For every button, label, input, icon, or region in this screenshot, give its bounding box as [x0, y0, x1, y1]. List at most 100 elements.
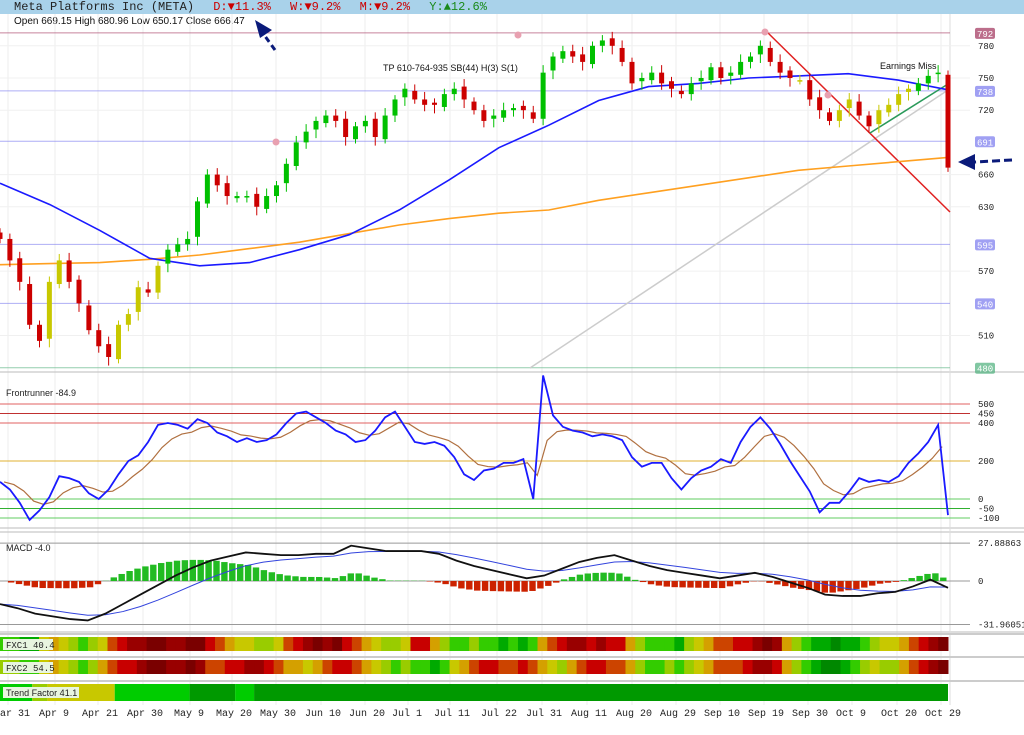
- fxc2-cell: [146, 660, 157, 674]
- level-label: 595: [977, 241, 993, 251]
- fxc2-cell: [928, 660, 939, 674]
- macd-histogram-bar: [829, 581, 836, 593]
- candle: [945, 70, 951, 172]
- fxc1-cell: [361, 637, 372, 651]
- fxc1-label: FXC1 40.4: [6, 641, 55, 651]
- candle-body: [629, 61, 635, 84]
- price-tick-label: 780: [978, 42, 994, 52]
- candle: [896, 86, 902, 112]
- frontrunner-tick: 0: [978, 495, 983, 505]
- macd-histogram-bar: [553, 581, 560, 583]
- level-label: 480: [977, 365, 993, 375]
- fxc2-cell: [293, 660, 304, 674]
- fxc1-cell: [889, 637, 900, 651]
- macd-histogram-bar: [284, 575, 291, 581]
- candle: [343, 111, 349, 146]
- fxc2-cell: [850, 660, 861, 674]
- candle: [244, 190, 250, 203]
- fxc2-cell: [420, 660, 431, 674]
- candle-body: [728, 72, 734, 76]
- candle: [550, 52, 556, 80]
- x-tick-label: Aug 11: [571, 709, 607, 720]
- candle-body: [106, 344, 112, 357]
- macd-histogram-bar: [932, 573, 939, 581]
- trend-factor-segment: [235, 684, 255, 701]
- candle-body: [767, 47, 773, 62]
- candle: [56, 253, 62, 289]
- fxc1-cell: [302, 637, 314, 651]
- candle-body: [7, 238, 13, 261]
- candle-body: [807, 80, 813, 100]
- candle: [639, 72, 645, 90]
- trend-factor-segment: [114, 684, 190, 701]
- frontrunner-tick: 500: [978, 400, 994, 410]
- candle: [738, 54, 744, 80]
- fxc2-cell: [273, 660, 284, 674]
- frontrunner-tick: 200: [978, 457, 994, 467]
- macd-histogram-bar: [355, 573, 362, 581]
- candle: [609, 31, 615, 55]
- fxc2-cell: [390, 660, 402, 674]
- candle: [27, 276, 33, 330]
- candle-body: [86, 305, 92, 331]
- fxc1-cell: [742, 637, 754, 651]
- ohlc-readout: Open 669.15 High 680.96 Low 650.17 Close…: [14, 16, 245, 27]
- candle: [106, 336, 112, 366]
- fxc2-cell: [224, 660, 236, 674]
- candle: [698, 70, 704, 90]
- candle-body: [599, 40, 605, 46]
- fxc2-cell: [723, 660, 734, 674]
- fxc1-label-bg: [3, 639, 53, 650]
- candle-body: [333, 115, 339, 121]
- candle: [629, 57, 635, 90]
- macd-histogram-bar: [71, 581, 78, 589]
- candle: [165, 244, 171, 273]
- fxc2-cell: [781, 660, 793, 674]
- candle: [649, 66, 655, 85]
- macd-histogram-bar: [300, 576, 307, 581]
- fxc2-cell: [58, 660, 69, 674]
- fxc1-cell: [273, 637, 284, 651]
- macd-histogram-bar: [632, 579, 639, 581]
- fxc2-cell: [713, 660, 724, 674]
- candle: [935, 65, 941, 83]
- fxc1-cell: [615, 637, 626, 651]
- macd-histogram-bar: [118, 573, 125, 581]
- fxc1-cell: [439, 637, 451, 651]
- frontrunner-tick: -100: [978, 514, 1000, 524]
- macd-histogram-bar: [655, 581, 663, 586]
- candle-body: [718, 67, 724, 78]
- trend-factor-label: Trend Factor 41.1: [6, 688, 77, 698]
- candle: [313, 116, 319, 139]
- fxc2-cell: [830, 660, 841, 674]
- macd-histogram-bar: [481, 581, 489, 591]
- candle-body: [896, 94, 902, 105]
- candle-body: [669, 81, 674, 89]
- candle-body: [412, 90, 418, 100]
- level-label: 691: [977, 138, 993, 148]
- fxc2-cell: [899, 660, 910, 674]
- x-tick-label: Sep 30: [792, 709, 828, 720]
- fxc1-cell: [234, 637, 245, 651]
- candle-body: [915, 83, 921, 91]
- candle: [293, 135, 299, 171]
- fxc1-cell: [371, 637, 382, 651]
- macd-histogram-bar: [237, 564, 244, 581]
- candle: [224, 175, 230, 205]
- candle: [195, 197, 200, 246]
- fxc2-cell: [87, 660, 99, 674]
- fxc2-cell: [732, 660, 744, 674]
- candle-body: [353, 126, 358, 140]
- macd-histogram-bar: [608, 572, 615, 581]
- fxc1-cell: [322, 637, 333, 651]
- x-tick-label: Jul 11: [434, 708, 470, 720]
- candle: [392, 95, 398, 122]
- macd-histogram-bar: [442, 581, 449, 585]
- candle-body: [827, 112, 832, 121]
- candle: [234, 191, 240, 203]
- candle-body: [422, 99, 428, 105]
- arrow-icon: [974, 158, 1013, 164]
- candle: [323, 110, 329, 128]
- fxc1-cell: [381, 637, 392, 651]
